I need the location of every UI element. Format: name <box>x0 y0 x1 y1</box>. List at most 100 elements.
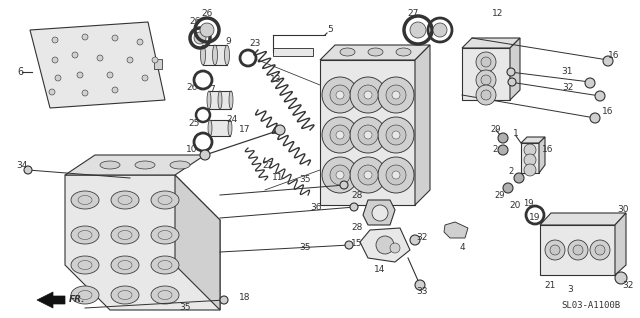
Text: 28: 28 <box>351 191 363 201</box>
Circle shape <box>590 113 600 123</box>
Polygon shape <box>462 38 520 48</box>
Ellipse shape <box>158 260 172 269</box>
Circle shape <box>97 55 103 61</box>
Circle shape <box>390 243 400 253</box>
Polygon shape <box>320 45 430 60</box>
Circle shape <box>386 165 406 185</box>
Circle shape <box>392 131 400 139</box>
Ellipse shape <box>78 196 92 204</box>
Ellipse shape <box>225 45 230 65</box>
Polygon shape <box>30 22 165 108</box>
Ellipse shape <box>396 48 411 56</box>
Text: 4: 4 <box>459 244 465 252</box>
Text: 35: 35 <box>179 303 191 313</box>
Text: 24: 24 <box>227 115 237 125</box>
Polygon shape <box>539 137 545 173</box>
Circle shape <box>152 57 158 63</box>
Text: 16: 16 <box>602 107 614 116</box>
Polygon shape <box>360 228 410 262</box>
Circle shape <box>372 205 388 221</box>
Ellipse shape <box>71 286 99 304</box>
Ellipse shape <box>228 120 232 136</box>
Circle shape <box>476 52 496 72</box>
Text: 30: 30 <box>617 205 628 215</box>
Polygon shape <box>540 225 615 275</box>
Circle shape <box>378 77 414 113</box>
Ellipse shape <box>71 191 99 209</box>
Text: 32: 32 <box>622 280 634 289</box>
Circle shape <box>49 89 55 95</box>
Ellipse shape <box>158 196 172 204</box>
Circle shape <box>194 32 206 44</box>
Circle shape <box>476 70 496 90</box>
Text: 12: 12 <box>492 9 504 17</box>
Circle shape <box>336 171 344 179</box>
Text: 17: 17 <box>239 126 251 135</box>
Text: 36: 36 <box>310 203 322 211</box>
Polygon shape <box>510 38 520 100</box>
Circle shape <box>350 117 386 153</box>
Circle shape <box>378 157 414 193</box>
Circle shape <box>24 166 32 174</box>
Polygon shape <box>65 175 220 310</box>
Ellipse shape <box>111 191 139 209</box>
Text: 10: 10 <box>186 146 198 155</box>
Text: 2: 2 <box>508 168 514 176</box>
Text: 31: 31 <box>561 67 573 77</box>
Bar <box>154 59 162 69</box>
Text: 25: 25 <box>188 119 200 128</box>
Ellipse shape <box>78 260 92 269</box>
Polygon shape <box>320 60 415 205</box>
Circle shape <box>376 236 394 254</box>
Circle shape <box>107 72 113 78</box>
Circle shape <box>364 131 372 139</box>
Ellipse shape <box>207 91 211 109</box>
Text: 20: 20 <box>509 201 521 210</box>
Text: 9: 9 <box>225 38 231 46</box>
Ellipse shape <box>118 260 132 269</box>
Ellipse shape <box>151 226 179 244</box>
Text: 21: 21 <box>544 280 556 289</box>
Circle shape <box>481 90 491 100</box>
Ellipse shape <box>340 48 355 56</box>
Circle shape <box>52 57 58 63</box>
Polygon shape <box>175 175 220 310</box>
Circle shape <box>322 117 358 153</box>
Circle shape <box>200 150 210 160</box>
Circle shape <box>524 164 536 176</box>
Text: 19: 19 <box>523 199 533 209</box>
Text: 3: 3 <box>567 286 573 294</box>
Bar <box>209 91 231 109</box>
Bar <box>521 143 539 173</box>
Circle shape <box>340 181 348 189</box>
Ellipse shape <box>170 161 190 169</box>
Circle shape <box>392 91 400 99</box>
Circle shape <box>573 245 583 255</box>
Bar <box>273 48 313 56</box>
Circle shape <box>350 157 386 193</box>
Text: 35: 35 <box>300 176 311 184</box>
Circle shape <box>585 78 595 88</box>
Circle shape <box>82 34 88 40</box>
Text: 5: 5 <box>327 25 333 34</box>
Circle shape <box>364 171 372 179</box>
Circle shape <box>322 77 358 113</box>
Ellipse shape <box>208 120 212 136</box>
Polygon shape <box>615 213 626 275</box>
Circle shape <box>112 35 118 41</box>
Circle shape <box>550 245 560 255</box>
Text: 7: 7 <box>209 86 215 94</box>
Text: 32: 32 <box>416 232 428 241</box>
Circle shape <box>386 125 406 145</box>
Text: 16: 16 <box>608 51 620 59</box>
Circle shape <box>568 240 588 260</box>
Circle shape <box>127 57 133 63</box>
Text: 29: 29 <box>491 126 501 135</box>
Text: 26: 26 <box>186 84 198 93</box>
Ellipse shape <box>218 91 222 109</box>
Circle shape <box>595 91 605 101</box>
Text: 26: 26 <box>202 9 212 17</box>
Text: FR.: FR. <box>69 295 86 305</box>
Text: 33: 33 <box>416 287 428 296</box>
Circle shape <box>330 125 350 145</box>
